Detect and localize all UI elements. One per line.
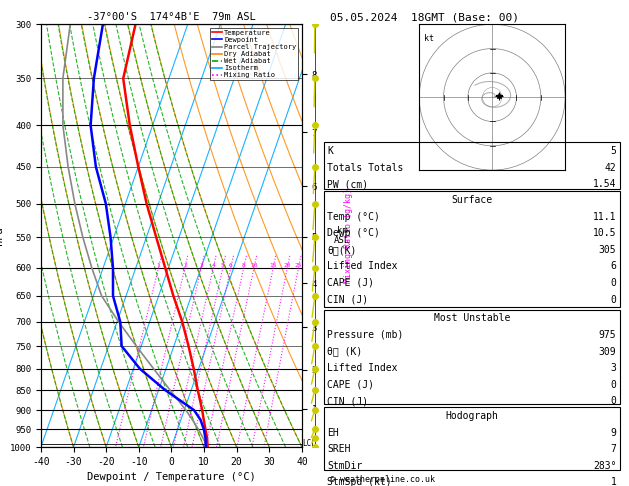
Text: CIN (J): CIN (J) — [327, 295, 368, 305]
Text: 1: 1 — [611, 477, 616, 486]
Y-axis label: km
ASL: km ASL — [334, 226, 350, 245]
Text: 25: 25 — [295, 263, 303, 268]
Text: 6: 6 — [229, 263, 233, 268]
Text: 42: 42 — [604, 163, 616, 173]
Text: 10: 10 — [250, 263, 258, 268]
Text: 10.5: 10.5 — [593, 228, 616, 239]
Text: CAPE (J): CAPE (J) — [327, 278, 374, 288]
Text: Surface: Surface — [451, 195, 493, 206]
Text: SREH: SREH — [327, 444, 350, 454]
Text: 4: 4 — [211, 263, 215, 268]
Text: 3: 3 — [611, 363, 616, 373]
Text: Lifted Index: Lifted Index — [327, 363, 398, 373]
Text: K: K — [327, 146, 333, 156]
Text: Pressure (mb): Pressure (mb) — [327, 330, 403, 340]
Text: 305: 305 — [599, 245, 616, 255]
Text: LCL: LCL — [303, 439, 316, 448]
Text: Most Unstable: Most Unstable — [433, 313, 510, 324]
Text: Totals Totals: Totals Totals — [327, 163, 403, 173]
Text: 7: 7 — [611, 444, 616, 454]
Text: 0: 0 — [611, 278, 616, 288]
Text: 283°: 283° — [593, 461, 616, 471]
Text: Temp (°C): Temp (°C) — [327, 212, 380, 222]
Text: 0: 0 — [611, 295, 616, 305]
Text: 1.54: 1.54 — [593, 179, 616, 190]
Text: 3: 3 — [199, 263, 203, 268]
Text: PW (cm): PW (cm) — [327, 179, 368, 190]
Text: θᴇ (K): θᴇ (K) — [327, 347, 362, 357]
Text: 0: 0 — [611, 380, 616, 390]
Text: 6: 6 — [611, 261, 616, 272]
Y-axis label: hPa: hPa — [0, 226, 4, 245]
Text: 11.1: 11.1 — [593, 212, 616, 222]
Text: 20: 20 — [284, 263, 291, 268]
Text: 9: 9 — [611, 428, 616, 438]
Text: 309: 309 — [599, 347, 616, 357]
Text: 2: 2 — [183, 263, 187, 268]
Text: 05.05.2024  18GMT (Base: 00): 05.05.2024 18GMT (Base: 00) — [330, 12, 519, 22]
Text: 975: 975 — [599, 330, 616, 340]
Text: 0: 0 — [611, 396, 616, 406]
X-axis label: Dewpoint / Temperature (°C): Dewpoint / Temperature (°C) — [87, 472, 256, 483]
Text: kt: kt — [424, 34, 434, 43]
Text: StmDir: StmDir — [327, 461, 362, 471]
Text: CIN (J): CIN (J) — [327, 396, 368, 406]
Text: EH: EH — [327, 428, 339, 438]
Text: © weatheronline.co.uk: © weatheronline.co.uk — [330, 474, 435, 484]
Text: Hodograph: Hodograph — [445, 411, 498, 421]
Text: 5: 5 — [611, 146, 616, 156]
Text: 15: 15 — [269, 263, 277, 268]
Text: 8: 8 — [242, 263, 245, 268]
Text: 1: 1 — [157, 263, 160, 268]
Title: -37°00'S  174°4B'E  79m ASL: -37°00'S 174°4B'E 79m ASL — [87, 12, 256, 22]
Legend: Temperature, Dewpoint, Parcel Trajectory, Dry Adiabat, Wet Adiabat, Isotherm, Mi: Temperature, Dewpoint, Parcel Trajectory… — [209, 28, 298, 80]
Text: Mixing Ratio (g/kg): Mixing Ratio (g/kg) — [345, 188, 353, 283]
Text: Dewp (°C): Dewp (°C) — [327, 228, 380, 239]
Text: θᴇ(K): θᴇ(K) — [327, 245, 357, 255]
Text: 5: 5 — [221, 263, 225, 268]
Text: Lifted Index: Lifted Index — [327, 261, 398, 272]
Text: CAPE (J): CAPE (J) — [327, 380, 374, 390]
Text: StmSpd (kt): StmSpd (kt) — [327, 477, 392, 486]
